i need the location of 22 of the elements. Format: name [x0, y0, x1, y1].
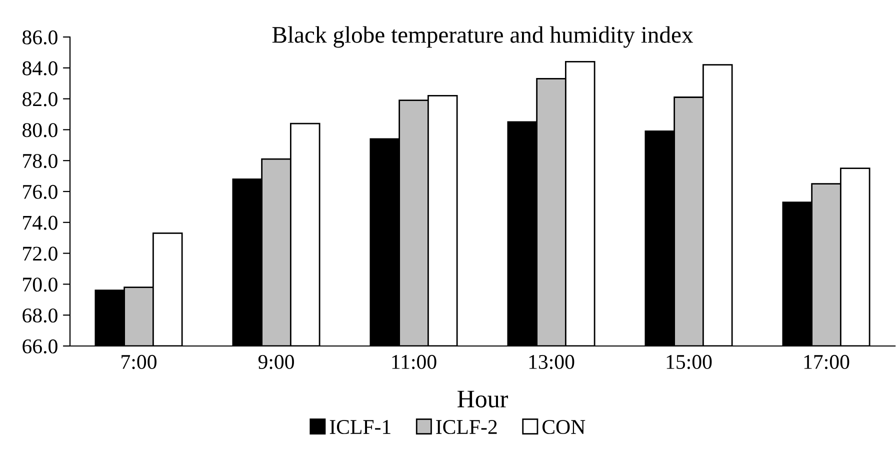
y-tick-label: 82.0 — [22, 92, 58, 106]
x-tick-label: 9:00 — [258, 354, 294, 370]
x-axis-title: Hour — [458, 390, 508, 408]
legend-label: CON — [542, 420, 586, 434]
y-tick-label: 68.0 — [22, 308, 58, 323]
x-tick-label: 15:00 — [666, 354, 712, 370]
legend-label: ICLF-2 — [436, 420, 497, 434]
y-tick-label: 86.0 — [22, 30, 58, 45]
y-tick-label: 76.0 — [23, 184, 58, 200]
y-tick-label: 78.0 — [23, 154, 58, 168]
x-tick-label: 13:00 — [529, 354, 574, 370]
x-tick-label: 7:00 — [122, 354, 156, 370]
x-tick-label: 17:00 — [804, 354, 850, 370]
y-tick-label: 84.0 — [22, 61, 58, 76]
chart-title: Black globe temperature and humidity index — [272, 26, 694, 48]
y-tick-label: 80.0 — [22, 123, 58, 138]
legend-label: ICLF-1 — [330, 420, 390, 434]
y-tick-label: 70.0 — [23, 278, 58, 292]
y-tick-label: 74.0 — [23, 216, 58, 230]
y-tick-label: 66.0 — [22, 339, 58, 354]
y-tick-label: 72.0 — [23, 246, 58, 261]
x-tick-label: 11:00 — [392, 354, 436, 370]
